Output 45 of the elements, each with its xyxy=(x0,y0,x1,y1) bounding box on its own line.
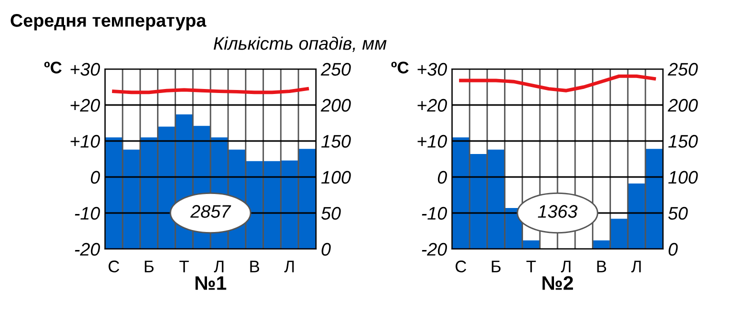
y-tick-label: +30 xyxy=(418,62,447,76)
y2-tick-label: 200 xyxy=(668,98,698,112)
x-axis-title: №2 xyxy=(542,276,573,290)
x-tick-label: Л xyxy=(284,260,294,272)
y2-tick-label: 50 xyxy=(321,206,341,220)
x-tick-label: Л xyxy=(560,260,570,272)
line-series xyxy=(459,74,656,92)
x-tick-label: С xyxy=(456,260,466,272)
y2-tick-label: 200 xyxy=(320,98,351,112)
y-tick-label: +20 xyxy=(70,98,100,112)
y-tick-label: -10 xyxy=(74,206,100,220)
annotation: 1363 xyxy=(538,205,578,218)
y2-axis-title: Кількість опадів, мм xyxy=(214,36,386,52)
x-tick-label: Т xyxy=(526,260,536,272)
annotation: 2857 xyxy=(190,205,232,218)
y-tick-label: 0 xyxy=(90,170,100,184)
y-tick-label: 0 xyxy=(438,170,447,184)
y2-tick-label: 250 xyxy=(320,62,351,76)
x-tick-label: Т xyxy=(179,260,189,272)
x-tick-label: Л xyxy=(214,260,224,272)
x-tick-label: Б xyxy=(144,260,154,272)
x-tick-label: С xyxy=(108,260,120,272)
y2-tick-label: 50 xyxy=(668,206,688,220)
y2-tick-label: 0 xyxy=(322,242,331,256)
x-tick-label: Б xyxy=(492,260,501,272)
y2-tick-label: 150 xyxy=(668,134,698,148)
x-axis-title: №1 xyxy=(196,276,226,290)
y-tick-label: +10 xyxy=(70,134,100,148)
y2-tick-label: 250 xyxy=(668,62,698,76)
x-tick-label: Л xyxy=(631,260,641,272)
y-tick-label: +30 xyxy=(70,62,100,76)
y-tick-label: -20 xyxy=(74,242,100,256)
y-tick-label: +10 xyxy=(418,134,447,148)
chart-title: Середня температура xyxy=(10,14,206,30)
y-tick-label: -20 xyxy=(422,242,447,256)
y-tick-label: +20 xyxy=(418,98,447,112)
y2-tick-label: 100 xyxy=(668,170,698,184)
y2-tick-label: 0 xyxy=(668,242,678,256)
x-tick-label: В xyxy=(597,260,606,272)
y-axis-title: ºC xyxy=(44,62,62,74)
y-axis-title: ºC xyxy=(391,62,409,74)
y2-tick-label: 150 xyxy=(321,134,351,148)
y-tick-label: -10 xyxy=(422,206,447,220)
y2-tick-label: 100 xyxy=(321,170,351,184)
x-tick-label: В xyxy=(250,260,260,272)
